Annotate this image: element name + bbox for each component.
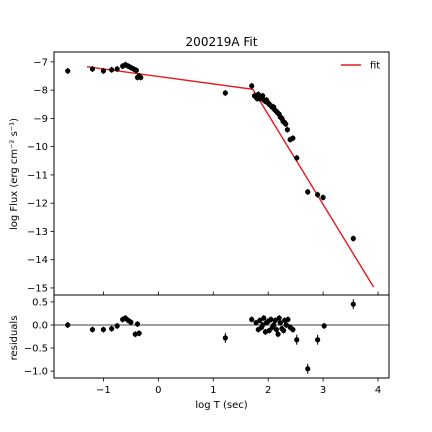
top-data-point: [100, 68, 107, 74]
residual-point: [321, 323, 327, 329]
top-data-point: [89, 66, 96, 72]
legend-fit-label: fit: [370, 61, 380, 72]
residual-point: [283, 322, 289, 328]
top-data-point: [320, 194, 326, 201]
residual-point: [266, 327, 272, 334]
bottom-xtick-label: 0: [155, 385, 161, 396]
residual-point: [271, 322, 277, 328]
residual-point: [276, 315, 282, 321]
bottom-xtick-label: 2: [265, 385, 271, 396]
bottom-ytick-label: 0.5: [32, 297, 48, 308]
residual-point: [315, 337, 321, 343]
top-ytick-label: −13: [27, 227, 48, 238]
top-ytick-label: −14: [27, 255, 48, 266]
bottom-ylabel: residuals: [9, 316, 20, 361]
bottom-ytick-label: −1.0: [24, 367, 48, 378]
top-data-point: [249, 83, 255, 89]
residual-point: [305, 366, 311, 372]
residual-point: [277, 320, 283, 326]
top-data-point: [109, 67, 115, 73]
residual-point: [253, 320, 259, 326]
residual-point: [261, 315, 267, 321]
fit-line: [86, 65, 375, 288]
top-data-point: [294, 155, 300, 161]
residual-point: [65, 322, 71, 328]
residual-point: [273, 326, 280, 333]
residual-point: [109, 326, 115, 332]
top-data-point: [350, 235, 356, 242]
residual-point: [222, 335, 228, 341]
top-ytick-label: −10: [27, 142, 48, 153]
residual-point: [249, 316, 255, 323]
top-ylabel: log Flux (erg cm⁻² s⁻¹): [9, 118, 20, 230]
top-data-point: [133, 67, 139, 73]
chart-marks: −15−14−13−12−11−10−9−8−7−1.0−0.50.00.5−1…: [24, 57, 389, 396]
top-ytick-label: −9: [33, 114, 48, 125]
top-data-point: [114, 66, 120, 72]
top-data-point: [315, 192, 321, 198]
top-ytick-label: −8: [33, 86, 48, 97]
top-ytick-label: −11: [27, 170, 48, 181]
residual-point: [290, 326, 296, 333]
residual-point: [294, 337, 300, 343]
residual-point: [136, 330, 142, 336]
bottom-xlabel: log T (sec): [195, 400, 247, 411]
bottom-xtick-label: −1: [96, 385, 111, 396]
top-panel-frame: [53, 51, 390, 296]
bottom-xtick-label: 3: [320, 385, 326, 396]
top-data-point: [222, 90, 228, 96]
residual-point: [134, 321, 141, 327]
residual-point: [89, 326, 96, 333]
top-data-point: [65, 68, 71, 74]
top-data-point: [305, 189, 311, 195]
residual-point: [114, 323, 120, 329]
bottom-panel-frame: [53, 294, 390, 379]
residual-point: [268, 316, 274, 323]
top-ytick-label: −7: [33, 57, 48, 68]
residual-point: [275, 331, 281, 337]
residual-point: [257, 317, 263, 323]
top-data-point: [290, 135, 296, 141]
bottom-xtick-label: 4: [375, 385, 381, 396]
residual-point: [260, 322, 266, 328]
top-ytick-label: −15: [27, 283, 48, 294]
top-data-point: [284, 127, 291, 133]
bottom-ytick-label: −0.5: [24, 344, 48, 355]
chart-title: 200219A Fit: [186, 35, 258, 49]
top-data-point: [283, 121, 289, 127]
top-data-point: [138, 74, 144, 81]
residual-point: [350, 301, 356, 307]
residual-point: [272, 317, 278, 323]
bottom-ytick-label: 0.0: [32, 320, 48, 331]
residual-point: [128, 319, 134, 325]
bottom-xtick-label: 1: [210, 385, 216, 396]
residual-point: [285, 316, 291, 323]
residual-point: [280, 327, 287, 334]
residual-point: [100, 326, 107, 333]
top-ytick-label: −12: [27, 199, 48, 210]
